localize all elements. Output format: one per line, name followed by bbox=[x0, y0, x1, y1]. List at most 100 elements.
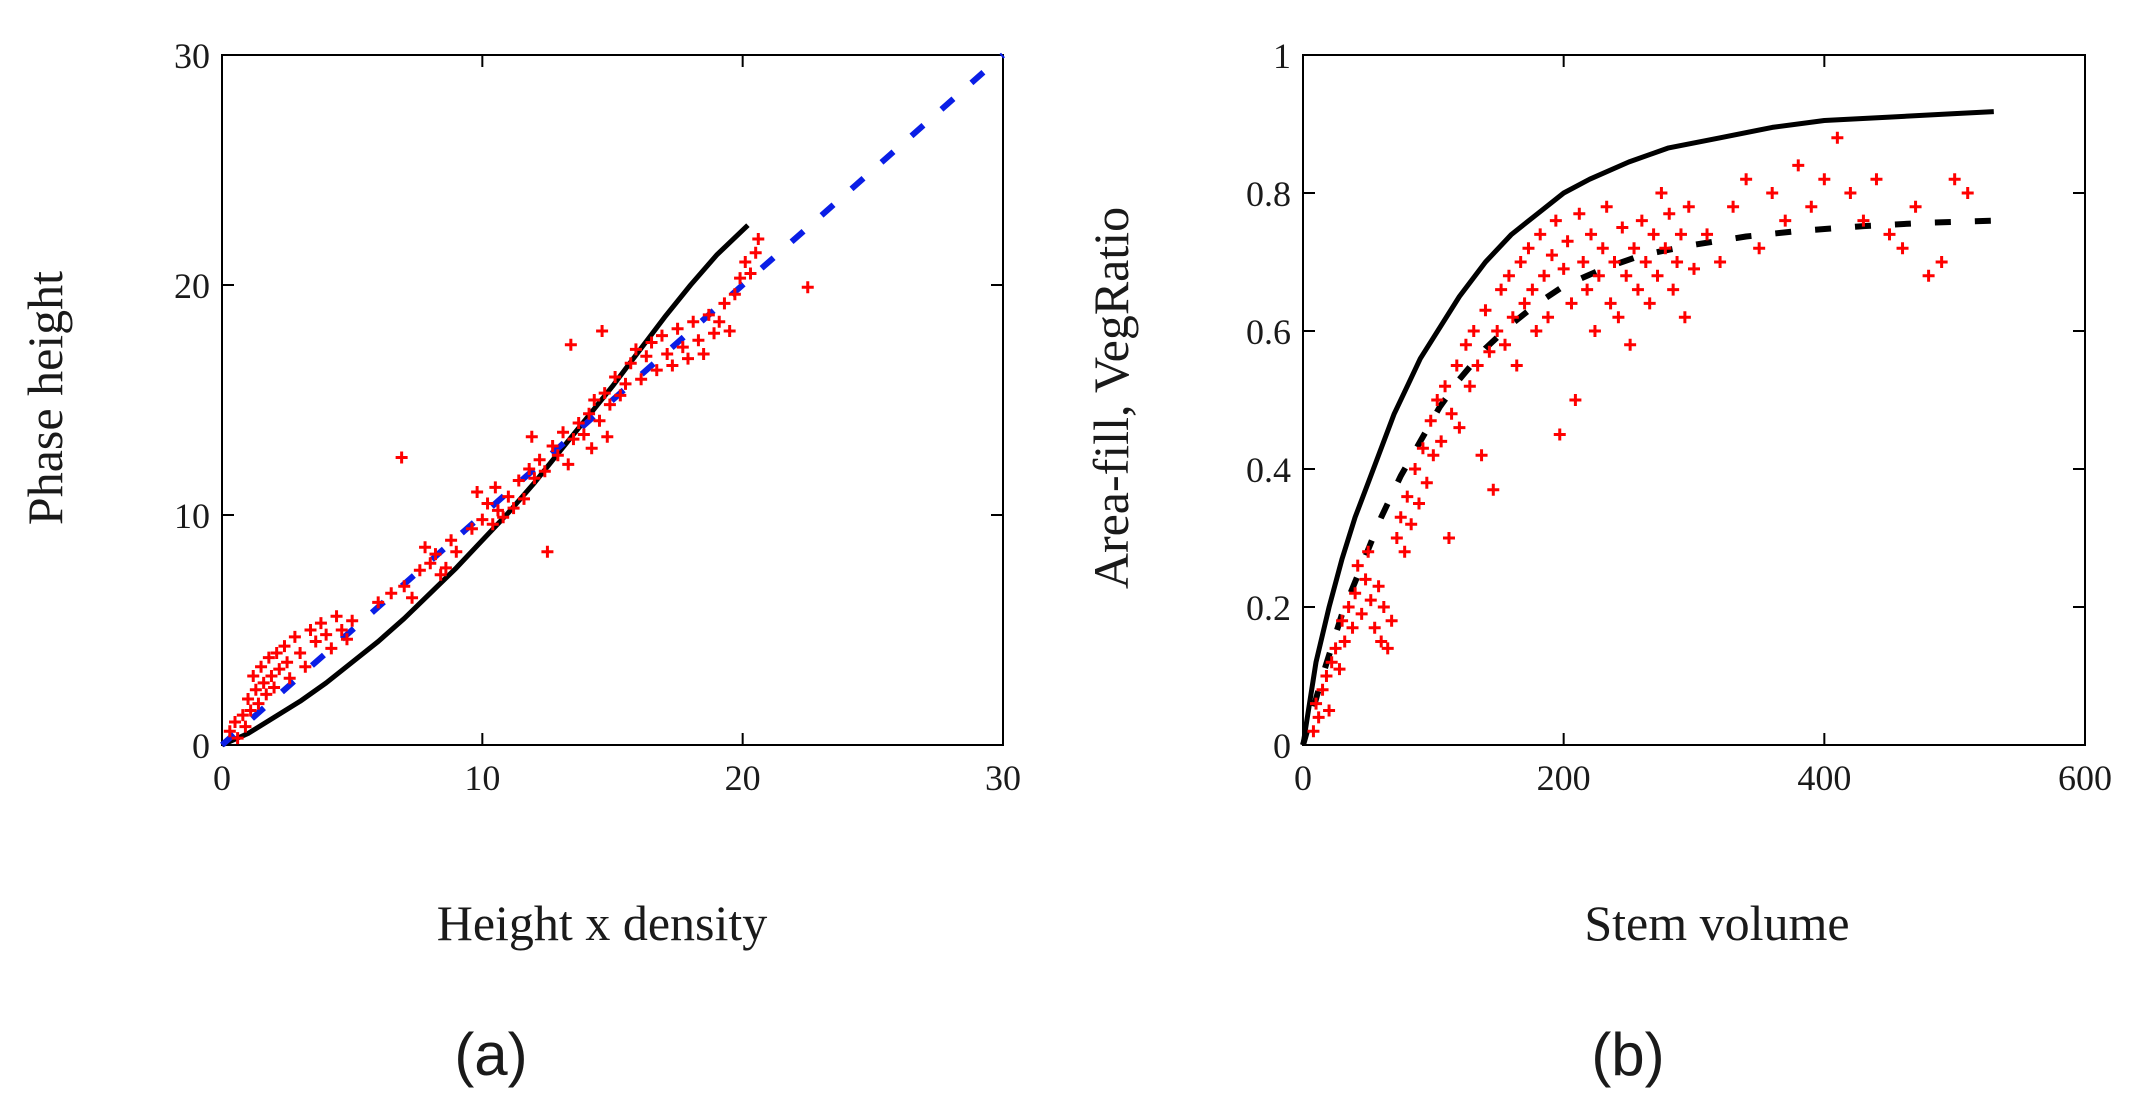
panel-b-data-point bbox=[1549, 214, 1562, 227]
panel-b-label: (b) bbox=[1591, 1021, 1664, 1088]
panel-b-data-point bbox=[1766, 187, 1779, 199]
panel-b-data-point bbox=[1491, 325, 1504, 337]
panel-b-data-point bbox=[1792, 159, 1805, 172]
panel-b-data-point bbox=[1329, 642, 1342, 655]
panel-a-data-point bbox=[687, 315, 700, 328]
panel-a-data-point bbox=[413, 564, 426, 577]
panel-b-data-point bbox=[1616, 221, 1629, 234]
panel-a-data-point bbox=[299, 660, 312, 673]
panel-a-y-tick-label: 10 bbox=[174, 496, 210, 536]
panel-a-data-point bbox=[525, 430, 538, 443]
panel-a-data-point bbox=[268, 681, 281, 694]
panel-a-solid-black-curve-line bbox=[220, 223, 750, 748]
panel-b-data-point bbox=[1323, 704, 1336, 717]
panel-b-data-point bbox=[1359, 573, 1372, 586]
panel-a-data-point bbox=[517, 492, 530, 505]
panel-b-data-point bbox=[1320, 670, 1333, 682]
panel-b: Area-fill, VegRatio Stem volume (b) 0 200… bbox=[1083, 36, 2112, 1088]
panel-b-y-tick-label: 0.8 bbox=[1246, 174, 1291, 214]
panel-b-data-point bbox=[1424, 414, 1437, 427]
panel-b-data-point bbox=[1688, 262, 1700, 275]
panel-a-data-point bbox=[223, 725, 236, 738]
panel-b-data-point bbox=[1682, 200, 1695, 213]
panel-a-data-point bbox=[528, 472, 541, 485]
panel-a-data-point bbox=[572, 417, 585, 429]
panel-a-data-point bbox=[567, 433, 580, 446]
panel-a-data-point bbox=[546, 440, 559, 452]
panel-b-data-point bbox=[1471, 359, 1484, 372]
panel-b-data-point bbox=[1844, 187, 1857, 199]
panel-a-data-point bbox=[429, 548, 442, 561]
panel-a-data-point bbox=[489, 481, 502, 494]
panel-b-data-point bbox=[1510, 359, 1523, 372]
panel-b-data-point bbox=[1779, 214, 1792, 227]
panel-b-data-point bbox=[1671, 256, 1684, 268]
panel-b-data-point bbox=[1431, 394, 1444, 406]
panel-b-data-point bbox=[1349, 587, 1362, 600]
panel-a-x-tick-label: 30 bbox=[985, 758, 1021, 798]
panel-a-data-point bbox=[260, 688, 273, 701]
panel-b-data-point bbox=[1647, 228, 1660, 241]
panel-b-data-point bbox=[1831, 131, 1844, 144]
panel-b-data-point bbox=[1659, 242, 1672, 255]
panel-b-data-point bbox=[1398, 545, 1411, 558]
panel-b-data-point bbox=[1442, 532, 1455, 544]
panel-a-data-point bbox=[314, 617, 327, 630]
panel-b-data-point bbox=[1538, 269, 1551, 282]
panel-b-data-point bbox=[1495, 283, 1508, 296]
panel-a-data-point bbox=[739, 256, 752, 268]
panel-b-y-tick-label: 0.4 bbox=[1246, 450, 1291, 490]
panel-b-data-point bbox=[1390, 532, 1403, 544]
panel-b-data-point bbox=[1526, 283, 1539, 296]
panel-b-data-point bbox=[1643, 297, 1656, 310]
panel-b-data-point bbox=[1502, 269, 1515, 282]
panel-a-data-point bbox=[242, 693, 255, 705]
panel-b-data-point bbox=[1413, 497, 1425, 510]
panel-b-data-point bbox=[1569, 394, 1582, 406]
panel-a-data-point bbox=[239, 720, 252, 733]
panel-a-data-point bbox=[614, 389, 627, 402]
panel-b-y-tick-label: 1 bbox=[1273, 36, 1291, 76]
panel-a-data-point bbox=[564, 338, 577, 351]
panel-a-data-point bbox=[304, 624, 317, 636]
panel-b-data-point bbox=[1439, 380, 1452, 393]
panel-b-data-point bbox=[1857, 214, 1870, 227]
panel-a-data-point bbox=[671, 322, 684, 335]
panel-a-data-point bbox=[512, 474, 525, 487]
panel-b-data-point bbox=[1557, 262, 1570, 275]
panel-a-data-point bbox=[588, 394, 601, 406]
panel-b-data-point bbox=[1377, 601, 1390, 613]
panel-a-data-point bbox=[231, 732, 244, 745]
panel-b-data-point bbox=[1342, 601, 1355, 613]
panel-b-data-point bbox=[1427, 449, 1440, 462]
panel-b-data-point bbox=[1612, 311, 1625, 324]
panel-b-data-point bbox=[1381, 642, 1394, 655]
panel-a-data-point bbox=[270, 647, 283, 659]
panel-b-data-point bbox=[1753, 242, 1766, 255]
panel-b-data-point bbox=[1961, 187, 1974, 199]
panel-b-solid-black-curve-line bbox=[1300, 109, 1994, 746]
panel-a-data-point bbox=[471, 486, 484, 498]
panel-b-data-point bbox=[1624, 338, 1637, 351]
panel-b-data-point bbox=[1577, 256, 1590, 268]
panel-b-x-tick-label: 400 bbox=[1797, 758, 1851, 798]
panel-b-data-point bbox=[1483, 345, 1496, 358]
panel-b-data-point bbox=[1310, 697, 1323, 710]
panel-b-data-point bbox=[1372, 580, 1385, 593]
panel-a-data-point bbox=[749, 246, 762, 259]
panel-b-data-point bbox=[1667, 283, 1680, 296]
panel-a-y-tick-label: 0 bbox=[192, 726, 210, 766]
panel-a-data-point bbox=[398, 580, 411, 593]
panel-a-data-point bbox=[476, 513, 489, 526]
panel-a-x-tick-label: 0 bbox=[213, 758, 231, 798]
panel-b-data-point bbox=[1316, 683, 1329, 696]
panel-b-data-point bbox=[1351, 559, 1364, 572]
panel-a-data-point bbox=[619, 377, 632, 390]
panel-b-data-point bbox=[1375, 635, 1388, 648]
panel-b-data-point bbox=[1922, 269, 1935, 282]
panel-b-data-point bbox=[1631, 283, 1644, 296]
panel-a-data-point bbox=[692, 334, 705, 347]
panel-a-label: (a) bbox=[454, 1021, 527, 1088]
panel-b-data-point bbox=[1639, 256, 1652, 268]
panel-a-data-point bbox=[650, 364, 663, 377]
